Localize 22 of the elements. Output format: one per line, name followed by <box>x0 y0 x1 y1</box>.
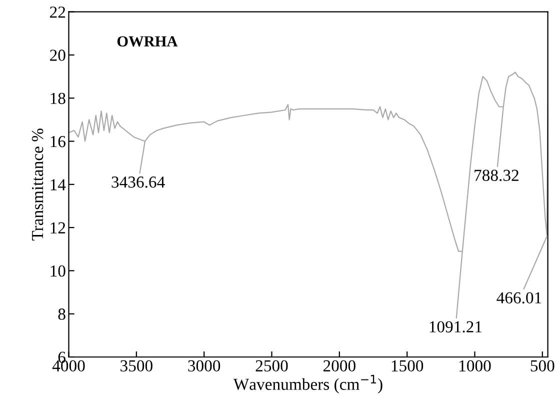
y-tick-label: 8 <box>58 308 66 320</box>
y-tick-label: 12 <box>50 222 66 234</box>
y-tick-label: 22 <box>50 6 66 18</box>
annotation: 1091.21 <box>430 321 482 333</box>
y-tick-label: 18 <box>50 92 66 104</box>
text: OWRHA <box>117 36 178 47</box>
x-tick-label: 1500 <box>392 360 424 372</box>
y-axis-title: Transmittance % <box>32 128 44 241</box>
x-tick-label: 3000 <box>188 360 220 372</box>
y-tick-label: 20 <box>50 50 66 61</box>
x-tick-label: 1000 <box>460 360 491 372</box>
x-tick-label: 2000 <box>323 360 356 372</box>
x-axis-title: Wavenumbers (cm$^{−1}$) <box>233 374 382 394</box>
y-tick-label: 10 <box>50 265 66 277</box>
annotation: 3436.64 <box>112 176 165 188</box>
x-tick-label: 3500 <box>120 360 152 372</box>
annotation: 788.32 <box>474 170 518 182</box>
annotation: 466.01 <box>496 292 542 304</box>
y-tick-label: 16 <box>50 136 66 148</box>
x-tick-label: 2500 <box>256 360 288 372</box>
y-tick-label: 14 <box>50 179 66 190</box>
x-tick-label: 500 <box>530 360 554 372</box>
